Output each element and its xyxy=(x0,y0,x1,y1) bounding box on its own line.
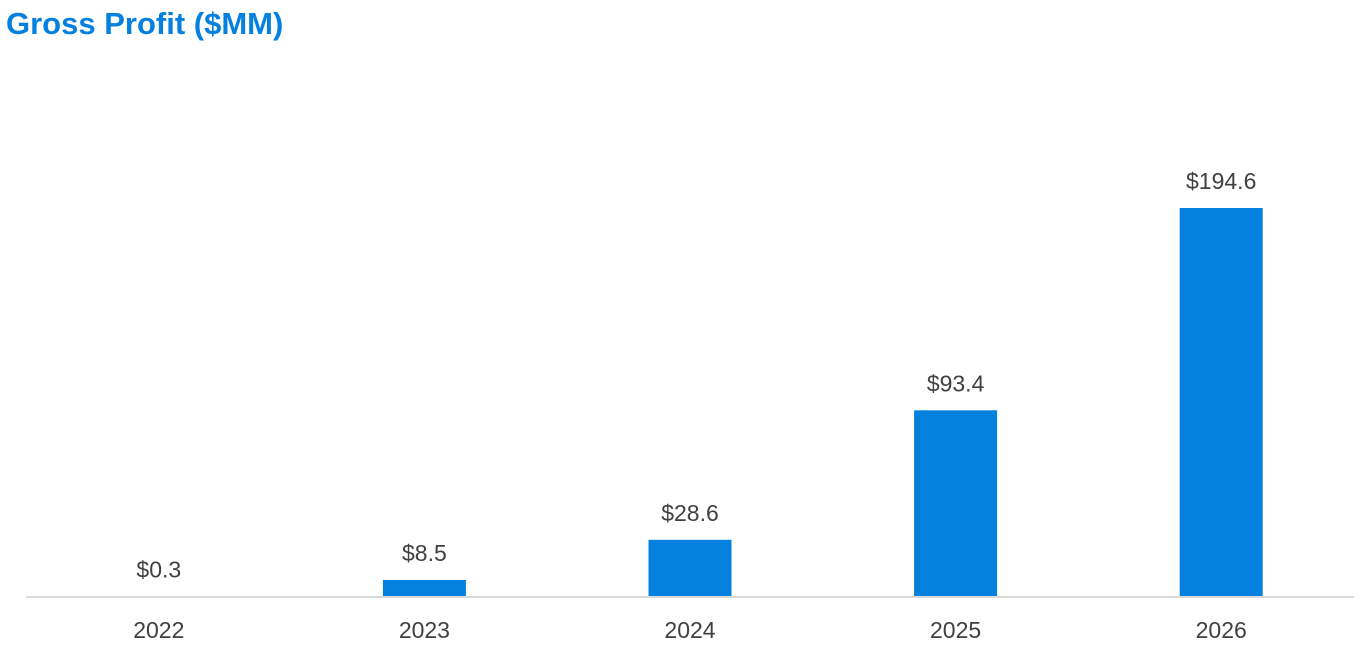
data-label-2022: $0.3 xyxy=(136,556,181,582)
x-tick-label-2025: 2025 xyxy=(930,617,981,643)
data-label-2023: $8.5 xyxy=(402,540,447,566)
bar-2024 xyxy=(648,539,732,597)
x-tick-label-2022: 2022 xyxy=(133,617,184,643)
data-label-2024: $28.6 xyxy=(661,500,719,526)
bar-2023 xyxy=(382,580,466,597)
bar-2025 xyxy=(914,410,998,597)
x-tick-label-2024: 2024 xyxy=(664,617,715,643)
x-tick-label-2026: 2026 xyxy=(1196,617,1247,643)
x-tick-labels-group: 2022 2023 2024 2025 2026 xyxy=(133,617,1247,643)
data-label-2025: $93.4 xyxy=(927,370,985,396)
x-tick-label-2023: 2023 xyxy=(399,617,450,643)
data-label-2026: $194.6 xyxy=(1186,168,1256,194)
data-labels-group: $0.3 $8.5 $28.6 $93.4 $194.6 xyxy=(136,168,1256,582)
chart-title: Gross Profit ($MM) xyxy=(6,6,284,41)
bar-2026 xyxy=(1179,208,1263,597)
bars-group xyxy=(117,208,1263,597)
